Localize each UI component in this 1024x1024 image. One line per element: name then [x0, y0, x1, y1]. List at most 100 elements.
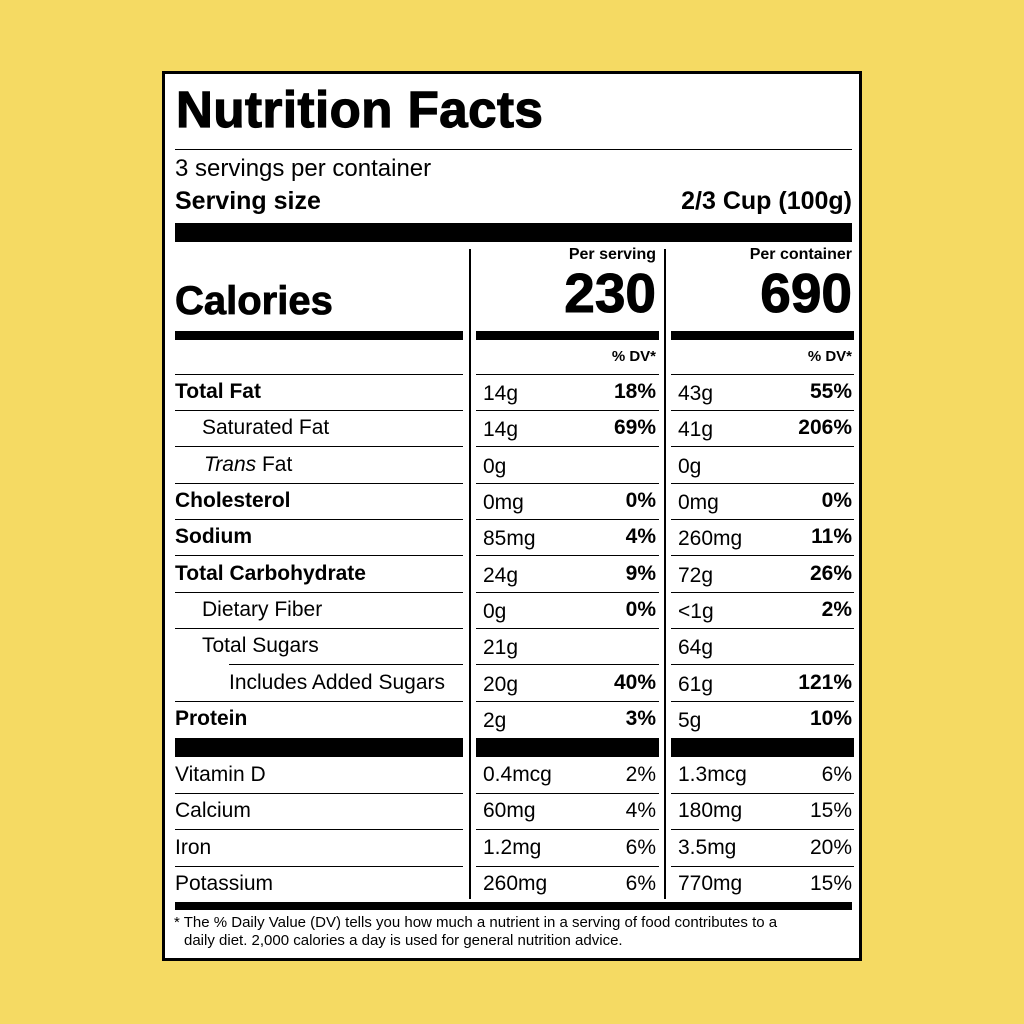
calories-rule: [671, 331, 854, 340]
serving-amount: 85mg: [483, 527, 536, 550]
calories-label: Calories: [175, 279, 334, 324]
row-divider: [476, 519, 659, 520]
container-amount: 41g: [678, 418, 714, 441]
dv-header-container: % DV*: [807, 348, 852, 365]
vitamin-divider: [476, 738, 659, 757]
nutrient-name: Total Sugars: [202, 634, 319, 657]
vitamin-divider: [671, 738, 854, 757]
row-divider: [175, 410, 463, 411]
row-divider: [671, 866, 854, 867]
row-divider: [175, 592, 463, 593]
container-amount: 72g: [678, 564, 714, 587]
container-amount: 1.3mcg: [678, 763, 747, 786]
dv-header-serving: % DV*: [611, 348, 656, 365]
row-divider: [476, 592, 659, 593]
container-amount: 180mg: [678, 799, 743, 822]
bottom-rule: [175, 902, 852, 910]
footnote-line-1: * The % Daily Value (DV) tells you how m…: [174, 914, 778, 931]
serving-size-value: 2/3 Cup (100g): [681, 187, 852, 215]
serving-amount: 1.2mg: [483, 836, 542, 859]
row-divider: [476, 701, 659, 702]
container-dv: 26%: [809, 562, 852, 585]
row-divider: [229, 664, 463, 665]
nutrient-name-rest: Fat: [256, 453, 293, 476]
row-divider: [476, 793, 659, 794]
serving-amount: 21g: [483, 636, 519, 659]
serving-amount: 2g: [483, 709, 507, 732]
column-divider: [469, 249, 471, 899]
row-divider: [476, 664, 659, 665]
vitamin-divider: [175, 738, 463, 757]
container-amount: 0g: [678, 455, 702, 478]
vitamin-name: Potassium: [175, 872, 274, 895]
container-amount: 61g: [678, 673, 714, 696]
calories-rule: [175, 331, 463, 340]
column-divider: [664, 249, 666, 899]
serving-amount: 24g: [483, 564, 519, 587]
nutrient-name-italic: Trans: [204, 453, 257, 476]
servings-per-container: 3 servings per container: [175, 155, 432, 182]
per-container-header: Per container: [749, 246, 852, 263]
serving-dv: 4%: [625, 799, 656, 822]
serving-dv: 18%: [613, 380, 656, 403]
footnote: * The % Daily Value (DV) tells you how m…: [174, 914, 854, 950]
row-divider: [476, 829, 659, 830]
container-dv: 15%: [809, 799, 852, 822]
row-divider: [671, 483, 854, 484]
serving-amount: 0mg: [483, 491, 524, 514]
serving-dv: 40%: [613, 671, 656, 694]
container-dv: 121%: [798, 671, 852, 694]
container-dv: 206%: [798, 416, 852, 439]
nutrient-name: Saturated Fat: [202, 416, 330, 439]
row-divider: [175, 829, 463, 830]
serving-dv: 6%: [625, 872, 656, 895]
row-divider: [671, 410, 854, 411]
serving-dv: 0%: [625, 489, 656, 512]
vitamin-name: Iron: [175, 836, 212, 859]
container-dv: 11%: [811, 525, 852, 548]
serving-amount: 14g: [483, 418, 519, 441]
serving-amount: 60mg: [483, 799, 536, 822]
serving-amount: 0.4mcg: [483, 763, 552, 786]
label-title: Nutrition Facts: [175, 80, 544, 138]
container-amount: 0mg: [678, 491, 719, 514]
serving-amount: 0g: [483, 600, 507, 623]
serving-dv: 2%: [625, 763, 656, 786]
row-divider: [671, 446, 854, 447]
container-amount: 5g: [678, 709, 702, 732]
container-amount: 43g: [678, 382, 714, 405]
container-dv: 15%: [809, 872, 852, 895]
row-divider: [175, 866, 463, 867]
container-dv: 10%: [809, 707, 852, 730]
row-divider: [476, 628, 659, 629]
container-amount: 770mg: [678, 872, 743, 895]
serving-amount: 14g: [483, 382, 519, 405]
divider: [175, 149, 852, 150]
container-dv: 6%: [821, 763, 852, 786]
vitamin-name: Vitamin D: [175, 763, 266, 786]
container-amount: 64g: [678, 636, 714, 659]
thick-divider: [175, 223, 852, 242]
calories-per-serving: 230: [564, 262, 657, 324]
nutrient-name: Protein: [175, 707, 248, 730]
serving-dv: 0%: [625, 598, 656, 621]
row-divider: [175, 446, 463, 447]
serving-dv: 69%: [613, 416, 656, 439]
container-dv: 0%: [821, 489, 852, 512]
row-divider: [671, 664, 854, 665]
serving-dv: 3%: [625, 707, 656, 730]
footnote-line-2: daily diet. 2,000 calories a day is used…: [184, 932, 623, 949]
row-divider: [476, 374, 659, 375]
row-divider: [671, 829, 854, 830]
serving-dv: 4%: [625, 525, 656, 548]
serving-dv: 6%: [625, 836, 656, 859]
container-amount: 3.5mg: [678, 836, 737, 859]
row-divider: [671, 592, 854, 593]
row-divider: [175, 519, 463, 520]
calories-per-container: 690: [760, 262, 853, 324]
nutrient-name: Includes Added Sugars: [229, 671, 445, 694]
row-divider: [175, 701, 463, 702]
row-divider: [671, 701, 854, 702]
row-divider: [476, 410, 659, 411]
nutrient-name: Dietary Fiber: [202, 598, 323, 621]
